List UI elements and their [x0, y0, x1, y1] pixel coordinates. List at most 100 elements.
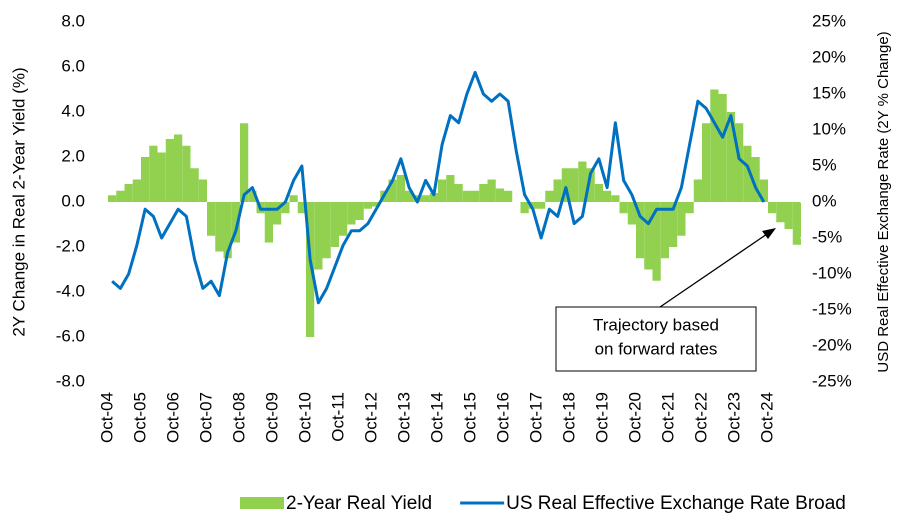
bar	[619, 202, 628, 214]
bar	[248, 190, 257, 202]
bar	[495, 188, 504, 202]
bar	[223, 202, 232, 259]
x-tick-label: Oct-08	[229, 392, 248, 443]
y2-tick-label: -15%	[812, 299, 852, 318]
bar	[141, 157, 150, 202]
x-tick-label: Oct-14	[427, 392, 446, 443]
annotation-box	[555, 306, 757, 372]
bar	[264, 202, 273, 243]
legend-swatch	[240, 497, 284, 509]
bar	[776, 202, 785, 223]
bar	[124, 184, 133, 202]
x-tick-label: Oct-22	[691, 392, 710, 443]
bar	[669, 202, 678, 247]
bar	[487, 179, 496, 202]
y-tick-label: -2.0	[56, 236, 85, 255]
y2-axis-label: USD Real Effective Exchange Rate (2Y % C…	[875, 31, 892, 372]
bar	[537, 202, 546, 209]
y2-tick-label: -25%	[812, 371, 852, 390]
x-tick-label: Oct-18	[559, 392, 578, 443]
y-tick-label: -8.0	[56, 371, 85, 390]
bar	[660, 202, 669, 259]
y-tick-label: 6.0	[61, 56, 85, 75]
bar	[396, 175, 405, 202]
bar	[446, 175, 455, 202]
bar	[438, 179, 447, 202]
bar	[768, 202, 777, 214]
x-tick-label: Oct-17	[526, 392, 545, 443]
x-tick-label: Oct-16	[493, 392, 512, 443]
y2-tick-label: 15%	[812, 83, 846, 102]
bar	[231, 202, 240, 243]
bar	[520, 202, 529, 214]
bar	[149, 145, 158, 202]
bar	[388, 179, 397, 202]
bar	[718, 94, 727, 202]
x-tick-label: Oct-13	[394, 392, 413, 443]
bar	[710, 89, 719, 202]
bar	[561, 168, 570, 202]
y-tick-label: 8.0	[61, 11, 85, 30]
bar	[726, 112, 735, 202]
x-tick-label: Oct-20	[625, 392, 644, 443]
x-tick-label: Oct-04	[97, 392, 116, 443]
x-tick-label: Oct-06	[163, 392, 182, 443]
bar	[405, 190, 414, 202]
bar	[735, 123, 744, 202]
legend-label: 2-Year Real Yield	[286, 493, 432, 514]
y-tick-label: 4.0	[61, 101, 85, 120]
bar	[677, 202, 686, 236]
y2-tick-label: 20%	[812, 47, 846, 66]
bar	[479, 184, 488, 202]
y2-tick-label: -20%	[812, 335, 852, 354]
bar	[504, 190, 513, 202]
x-tick-label: Oct-19	[592, 392, 611, 443]
bar	[157, 152, 166, 202]
bar	[611, 195, 620, 202]
bar	[471, 190, 480, 202]
y2-tick-label: 0%	[812, 191, 837, 210]
y2-tick-label: -10%	[812, 263, 852, 282]
y-axis-label: 2Y Change in Real 2-Year Yield (%)	[9, 67, 28, 336]
bar	[627, 202, 636, 225]
bar	[314, 202, 323, 270]
bar	[570, 168, 579, 202]
bar	[792, 202, 801, 245]
bar	[355, 202, 364, 220]
y-tick-label: -6.0	[56, 326, 85, 345]
legend-label: US Real Effective Exchange Rate Broad	[506, 493, 846, 514]
bar	[306, 202, 315, 337]
bar	[528, 202, 537, 209]
x-tick-label: Oct-12	[361, 392, 380, 443]
x-tick-label: Oct-15	[460, 392, 479, 443]
y-tick-label: -4.0	[56, 281, 85, 300]
bar	[132, 179, 141, 202]
bar	[553, 179, 562, 202]
bar	[330, 202, 339, 247]
annotation: on forward rates	[595, 339, 718, 358]
bar	[594, 184, 603, 202]
bar	[174, 134, 183, 202]
bar	[198, 179, 207, 202]
bar	[182, 145, 191, 202]
bar	[322, 202, 331, 259]
bar	[190, 168, 199, 202]
bar	[759, 179, 768, 202]
bar	[429, 193, 438, 202]
bar	[339, 202, 348, 236]
bar	[273, 202, 282, 225]
bar	[165, 139, 174, 202]
bar	[693, 179, 702, 202]
x-tick-label: Oct-10	[295, 392, 314, 443]
bar	[363, 202, 372, 209]
bar	[372, 202, 381, 207]
bar	[462, 190, 471, 202]
x-tick-label: Oct-23	[724, 392, 743, 443]
bar	[108, 195, 117, 202]
bar	[545, 190, 554, 202]
bar	[347, 202, 356, 225]
bar	[586, 168, 595, 202]
y2-tick-label: 25%	[812, 11, 846, 30]
bar	[743, 145, 752, 202]
x-tick-label: Oct-21	[658, 392, 677, 443]
